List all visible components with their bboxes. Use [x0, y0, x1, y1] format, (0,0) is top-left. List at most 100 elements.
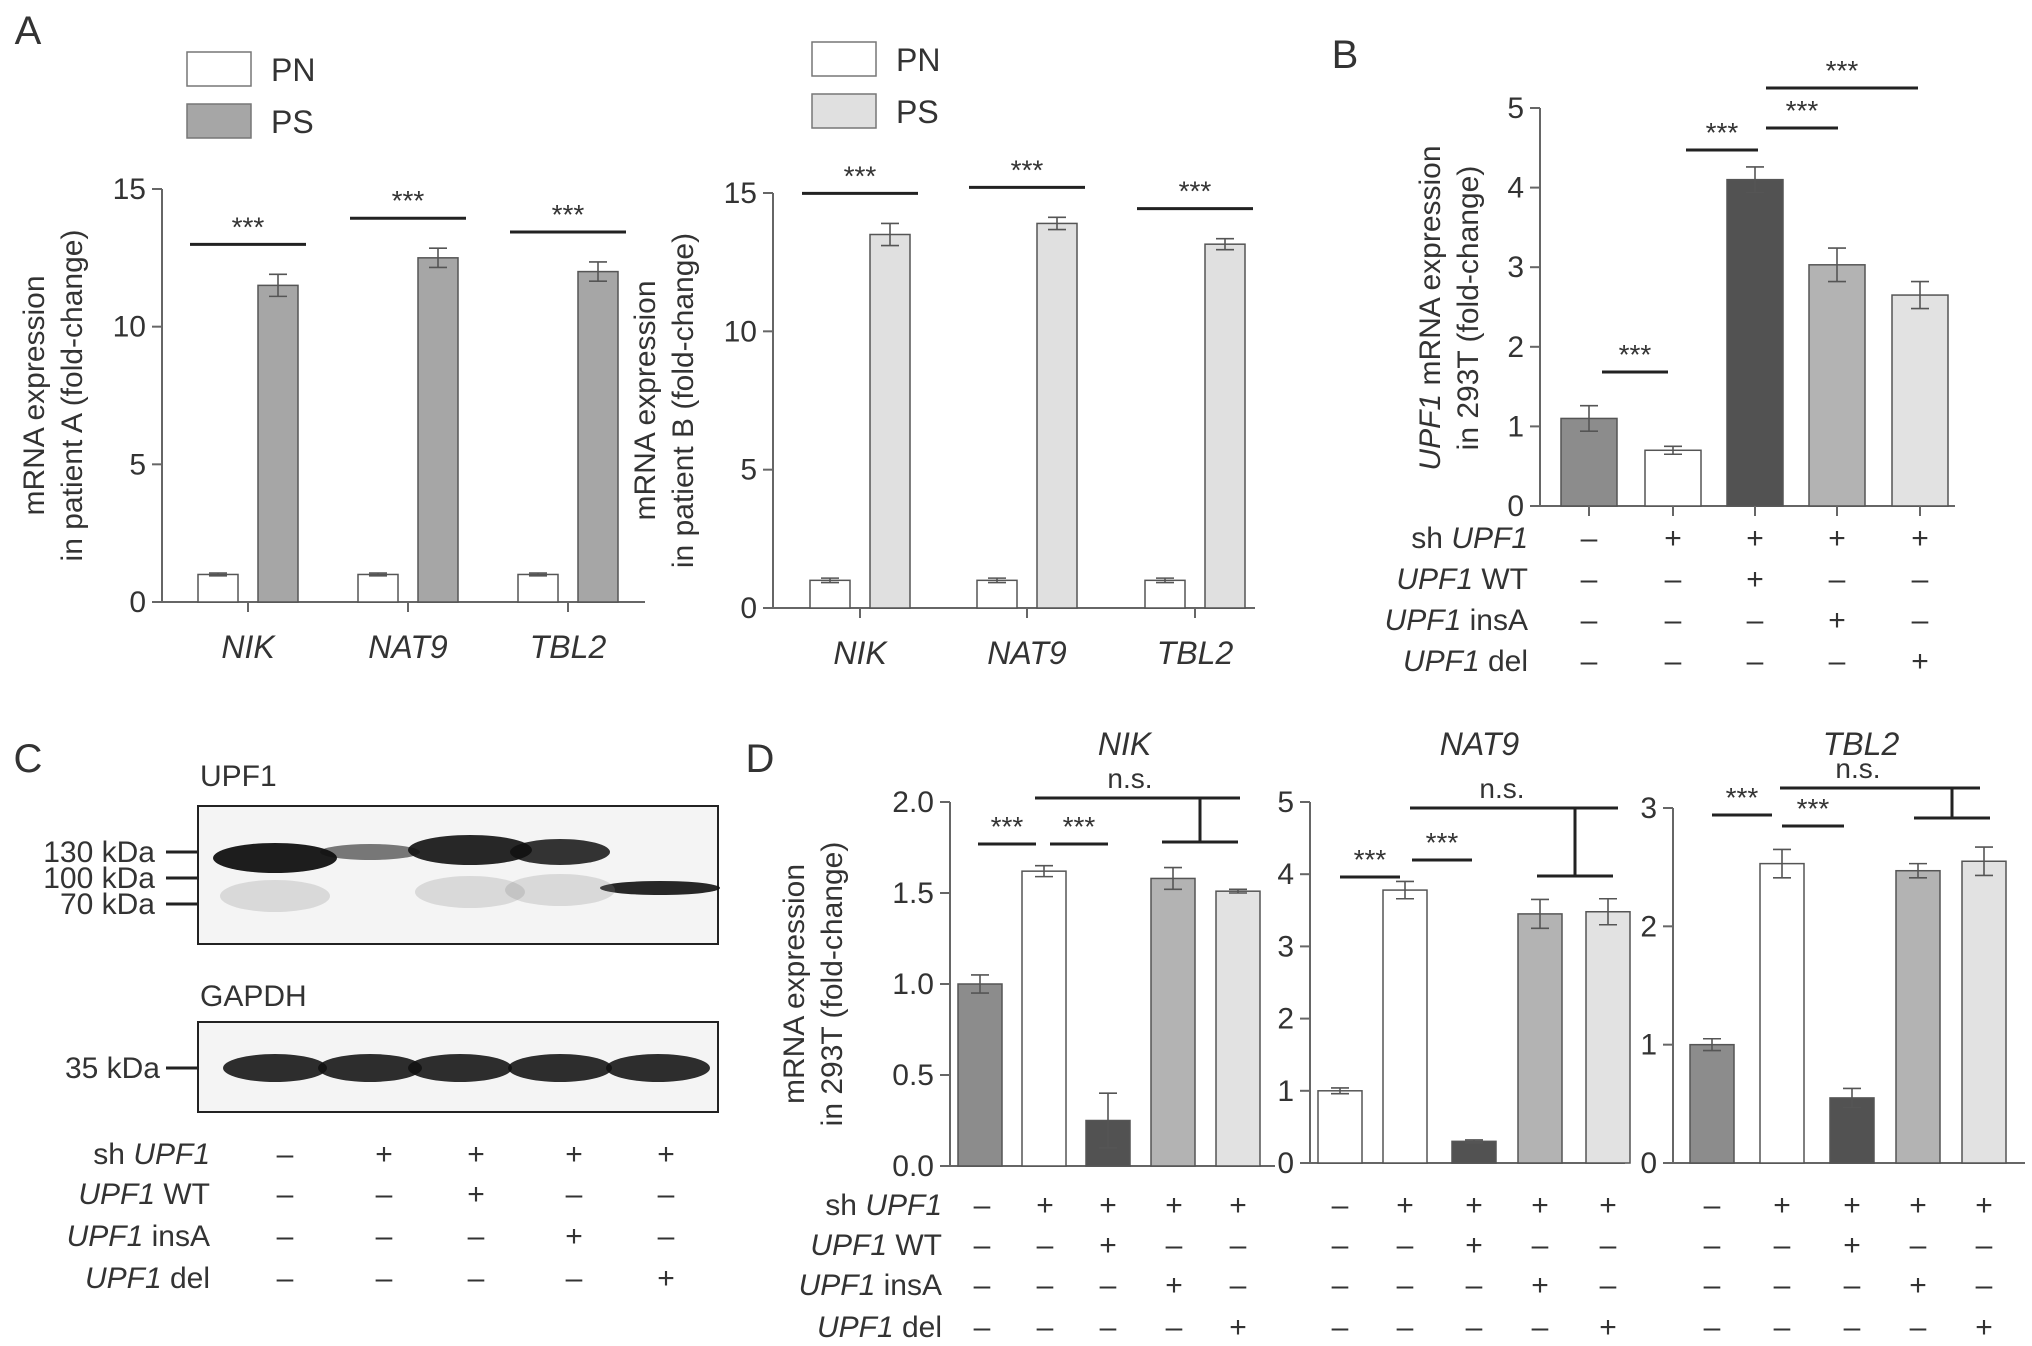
y-tick-label: 5	[1507, 92, 1524, 125]
ns-label: n.s.	[1107, 763, 1152, 794]
legend-swatch-ps	[186, 103, 252, 139]
blot-smear	[415, 876, 525, 908]
significance-label: ***	[1706, 117, 1739, 148]
panel-letter-d: D	[746, 737, 775, 781]
condition-gene: UPF1	[799, 1269, 876, 1302]
condition-suffix: WT	[887, 1229, 942, 1262]
x-tick-label: TBL2	[530, 629, 607, 665]
condition-row-label: UPF1 del	[1403, 645, 1528, 678]
y-tick-label: 1	[1507, 410, 1524, 443]
condition-sign: –	[277, 1138, 294, 1171]
x-tick-label: NIK	[833, 635, 888, 671]
y-tick-label: 1.5	[892, 877, 934, 910]
condition-suffix: insA	[143, 1220, 210, 1253]
condition-sign: +	[1975, 1189, 1993, 1222]
significance-label: ***	[1619, 339, 1652, 370]
condition-sign: –	[1532, 1311, 1549, 1344]
bar-condition	[1689, 1043, 1735, 1164]
blot-smear	[505, 874, 615, 906]
condition-gene: UPF1	[78, 1178, 155, 1211]
blot-band-gapdh	[606, 1054, 710, 1082]
condition-sign: –	[1397, 1311, 1414, 1344]
blot-label-gapdh: GAPDH	[200, 980, 307, 1013]
condition-sign: –	[1704, 1189, 1721, 1222]
condition-sign: –	[1037, 1269, 1054, 1302]
condition-sign: –	[1581, 604, 1598, 637]
significance-label: ***	[1826, 55, 1859, 86]
y-tick-label: 2.0	[892, 786, 934, 819]
condition-sign: –	[1037, 1311, 1054, 1344]
y-axis-label: in 293T (fold-change)	[816, 842, 849, 1127]
condition-sign: –	[1774, 1229, 1791, 1262]
condition-gene: UPF1	[67, 1220, 144, 1253]
condition-sign: +	[565, 1220, 583, 1253]
condition-sign: +	[467, 1178, 485, 1211]
condition-sign: –	[1332, 1311, 1349, 1344]
significance-label: ***	[1179, 176, 1212, 207]
chart-A2: 0 5 10 15 NIK *** NAT9 *** TBL2 *** mRNA expressio…	[629, 41, 1255, 671]
bar-pn	[1144, 579, 1186, 609]
condition-row-label: UPF1 insA	[1385, 604, 1528, 637]
condition-sign: +	[1465, 1229, 1483, 1262]
x-tick-label: TBL2	[1157, 635, 1234, 671]
blot-band-gapdh	[223, 1054, 327, 1082]
blot-band-gapdh	[508, 1054, 612, 1082]
condition-sign: –	[277, 1262, 294, 1295]
chart-D2: 0 1 2 3 4 5 NAT9 *** *** n.s.	[1277, 726, 1631, 1180]
condition-sign: –	[376, 1262, 393, 1295]
condition-sign: –	[566, 1178, 583, 1211]
y-tick-label: 3	[1640, 792, 1657, 825]
significance-label: ***	[1797, 793, 1830, 824]
y-tick-label: 0	[1640, 1147, 1657, 1180]
condition-sign: –	[1665, 563, 1682, 596]
conditions-d-extra: – + + + + – – + – – – – – + – – – – – + – + + + + – – + – – – – – + – – – – – +	[1332, 1189, 1993, 1344]
condition-sign: –	[1976, 1229, 1993, 1262]
bar-condition	[1895, 869, 1941, 1164]
y-tick-label: 15	[724, 177, 757, 210]
condition-sign: –	[1532, 1229, 1549, 1262]
condition-sign: +	[1828, 604, 1846, 637]
condition-sign: –	[376, 1178, 393, 1211]
condition-sign: –	[1332, 1229, 1349, 1262]
significance-label: ***	[1011, 154, 1044, 185]
y-tick-label: 10	[113, 311, 146, 344]
y-axis-label: mRNA expression	[778, 864, 811, 1104]
legend-swatch-pn	[811, 41, 877, 77]
legend-label-pn: PN	[271, 52, 315, 88]
blot-label-upf1: UPF1	[200, 760, 277, 793]
condition-sign: +	[1911, 645, 1929, 678]
y-tick-label: 3	[1277, 930, 1294, 963]
y-tick-label: 2	[1640, 910, 1657, 943]
condition-sign: –	[1397, 1229, 1414, 1262]
bar-condition	[1891, 294, 1949, 507]
condition-sign: –	[1397, 1269, 1414, 1302]
condition-sign: –	[1100, 1311, 1117, 1344]
bar-condition	[1021, 870, 1067, 1167]
bar-pn	[197, 573, 239, 603]
condition-sign: –	[1829, 645, 1846, 678]
y-axis-label: UPF1 mRNA expression	[1414, 145, 1447, 470]
condition-row-label: UPF1 WT	[810, 1229, 942, 1262]
bar-condition	[1150, 877, 1196, 1167]
blot-marker-label: 35 kDa	[65, 1052, 160, 1085]
significance-label: ***	[991, 811, 1024, 842]
condition-sign: –	[1166, 1311, 1183, 1344]
bar-condition	[1317, 1090, 1363, 1164]
x-tick-label: NAT9	[368, 629, 448, 665]
condition-suffix: insA	[875, 1269, 942, 1302]
condition-sign: –	[974, 1311, 991, 1344]
condition-sign: –	[1747, 645, 1764, 678]
chart-D1: 0.0 0.5 1.0 1.5 2.0 NIK *** *** n.s. mRNA express…	[778, 726, 1275, 1344]
condition-sign: –	[1910, 1229, 1927, 1262]
y-axis-label: in patient A (fold-change)	[56, 230, 89, 562]
bar-condition	[1517, 913, 1563, 1164]
condition-sign: –	[1581, 563, 1598, 596]
y-tick-label: 0.5	[892, 1059, 934, 1092]
condition-row-label: UPF1 del	[817, 1311, 942, 1344]
condition-sign: –	[658, 1220, 675, 1253]
condition-sign: +	[1099, 1229, 1117, 1262]
condition-sign: –	[1332, 1189, 1349, 1222]
bar-condition	[1585, 910, 1631, 1164]
ns-label: n.s.	[1479, 773, 1524, 804]
